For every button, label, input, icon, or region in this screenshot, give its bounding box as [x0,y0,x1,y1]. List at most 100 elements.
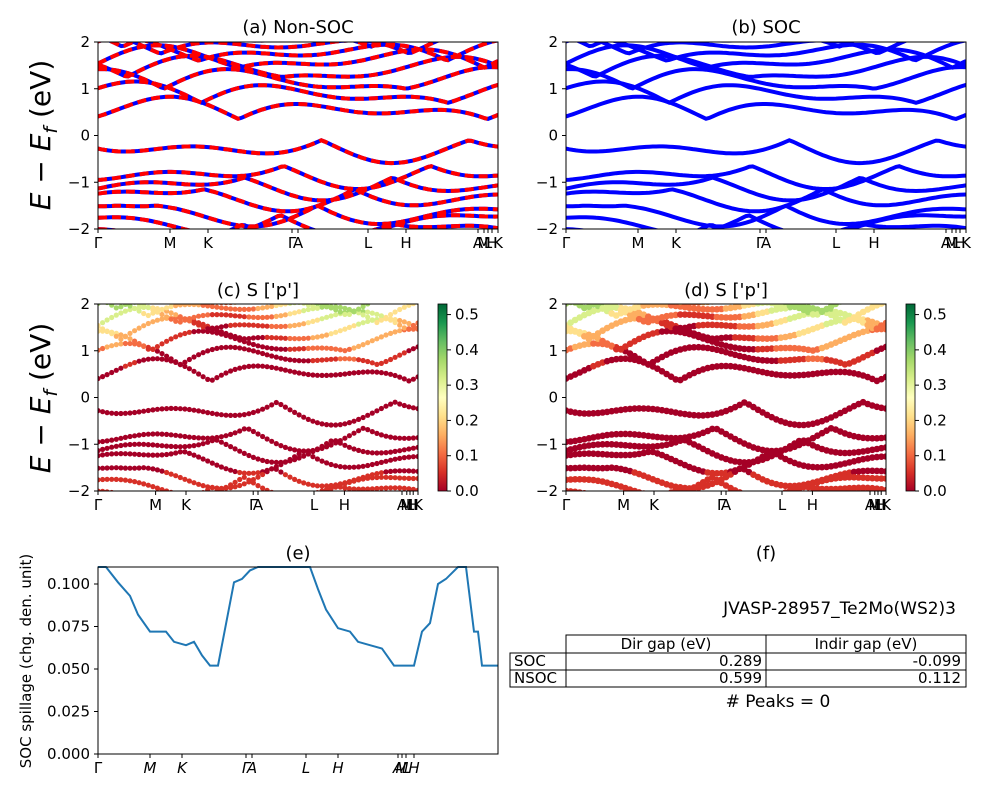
band-point [567,291,574,298]
band-point [228,312,234,318]
band-point [223,412,229,418]
band-point [177,319,183,325]
band-point [218,324,224,330]
band-point [305,371,311,378]
band-point [796,498,803,505]
band-point [98,477,101,483]
band-point [191,304,197,308]
band-point [604,295,611,302]
band-point [310,318,316,324]
band-point [640,499,647,506]
band-point [242,516,247,521]
band-point [136,441,142,447]
x-tick-label: M [478,234,491,252]
band-point [346,306,352,313]
band-point [314,304,320,307]
band-point [768,493,775,500]
band-point [292,322,298,328]
band-point [415,475,418,482]
band-point [640,292,647,299]
band-point [182,406,188,412]
band-point [342,442,348,448]
band-point [145,312,151,319]
band-point [301,358,307,364]
band-point [823,497,830,504]
band-point [718,513,725,520]
band-point [301,291,306,296]
band-point [100,488,106,491]
band-point [572,288,579,295]
band-point [200,312,206,319]
band-point [287,323,293,329]
band-point [200,324,206,330]
band-point [595,506,602,513]
band-point [594,464,602,472]
band-point [604,496,611,503]
band-point [127,283,132,288]
band-point [296,478,302,484]
band-point [388,356,394,363]
band-point [319,282,324,287]
band-point [141,323,147,329]
band-point [305,416,311,422]
band-point [273,466,279,472]
band-point [631,291,638,298]
band-point [150,356,156,362]
band-point [250,480,256,486]
band-point [164,406,170,412]
band-point [255,335,261,341]
band-point [260,323,266,329]
band-point [159,431,165,437]
band-point [587,304,591,305]
band-point [356,477,362,483]
band-point [572,502,579,509]
x-tick-label: H [400,234,411,252]
band-point [219,513,224,518]
band-point [388,292,393,297]
band-point [191,314,197,320]
band-point [361,284,366,289]
band-point [333,422,339,428]
band-point [168,356,174,362]
band-point [173,500,178,505]
panel-d-title: (d) S ['p'] [684,280,768,301]
band-point [113,465,119,471]
x-tick-label: L [778,496,787,514]
band-point [282,335,288,341]
x-tick-label: Γ [94,759,103,777]
band-point [388,312,394,318]
band-point [401,319,407,325]
band-point [168,451,174,457]
band-point [401,485,407,491]
band-point [173,432,179,438]
band-point [869,290,876,297]
band-point [814,288,821,295]
x-tick-label: Γ [94,234,103,252]
band-point [186,316,192,322]
band-point [278,503,283,508]
band-point [250,470,256,476]
band-point [383,314,389,320]
band-point [810,276,817,283]
band-point [392,309,398,315]
band-point [663,297,670,304]
band-point [755,501,762,508]
band-point [828,497,835,504]
band-point [659,293,666,300]
band-point [365,449,371,455]
band-point [292,454,298,460]
band-point [241,426,247,432]
band-point [346,311,352,317]
band-point [223,370,229,376]
band-point [346,486,352,491]
band-point [113,305,119,311]
band-point [383,469,389,475]
band-point [365,358,371,365]
band-point [814,276,821,283]
band-point [356,498,361,503]
band-point [164,431,170,437]
band-point [627,286,634,293]
band-point [768,290,775,297]
